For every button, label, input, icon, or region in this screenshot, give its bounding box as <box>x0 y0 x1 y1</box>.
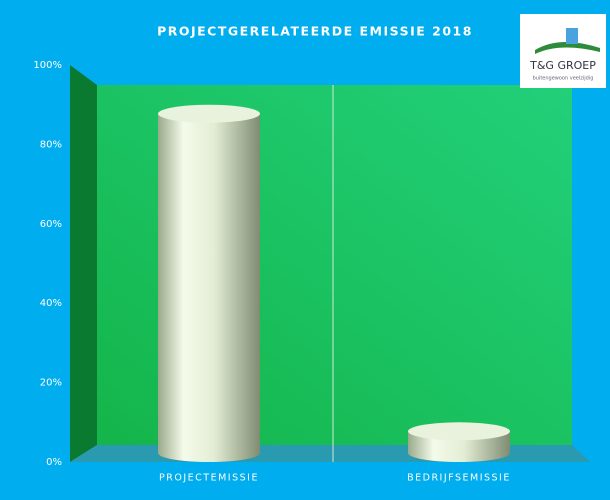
logo-tagline: buitengewoon veelzijdig <box>533 76 594 82</box>
floor <box>70 445 590 462</box>
y-tick-label: 80% <box>40 139 62 150</box>
y-tick-label: 100% <box>33 60 62 71</box>
logo-swoosh <box>535 41 600 54</box>
chart-title: PROJECTGERELATEERDE EMISSIE 2018 <box>157 24 473 39</box>
x-tick-label: PROJECTEMISSIE <box>159 473 259 484</box>
bar <box>158 113 260 462</box>
logo-name: T&G GROEP <box>529 59 596 72</box>
y-tick-label: 60% <box>40 219 62 230</box>
y-tick-label: 20% <box>40 378 62 389</box>
bar-top <box>408 422 510 441</box>
y-tick-label: 40% <box>40 298 62 309</box>
logo-house <box>566 28 578 44</box>
y-tick-label: 0% <box>46 457 62 468</box>
x-tick-label: BEDRIJFSEMISSIE <box>407 473 511 484</box>
side-wall <box>70 65 97 462</box>
bar-top <box>158 104 260 123</box>
logo-box <box>520 14 606 88</box>
